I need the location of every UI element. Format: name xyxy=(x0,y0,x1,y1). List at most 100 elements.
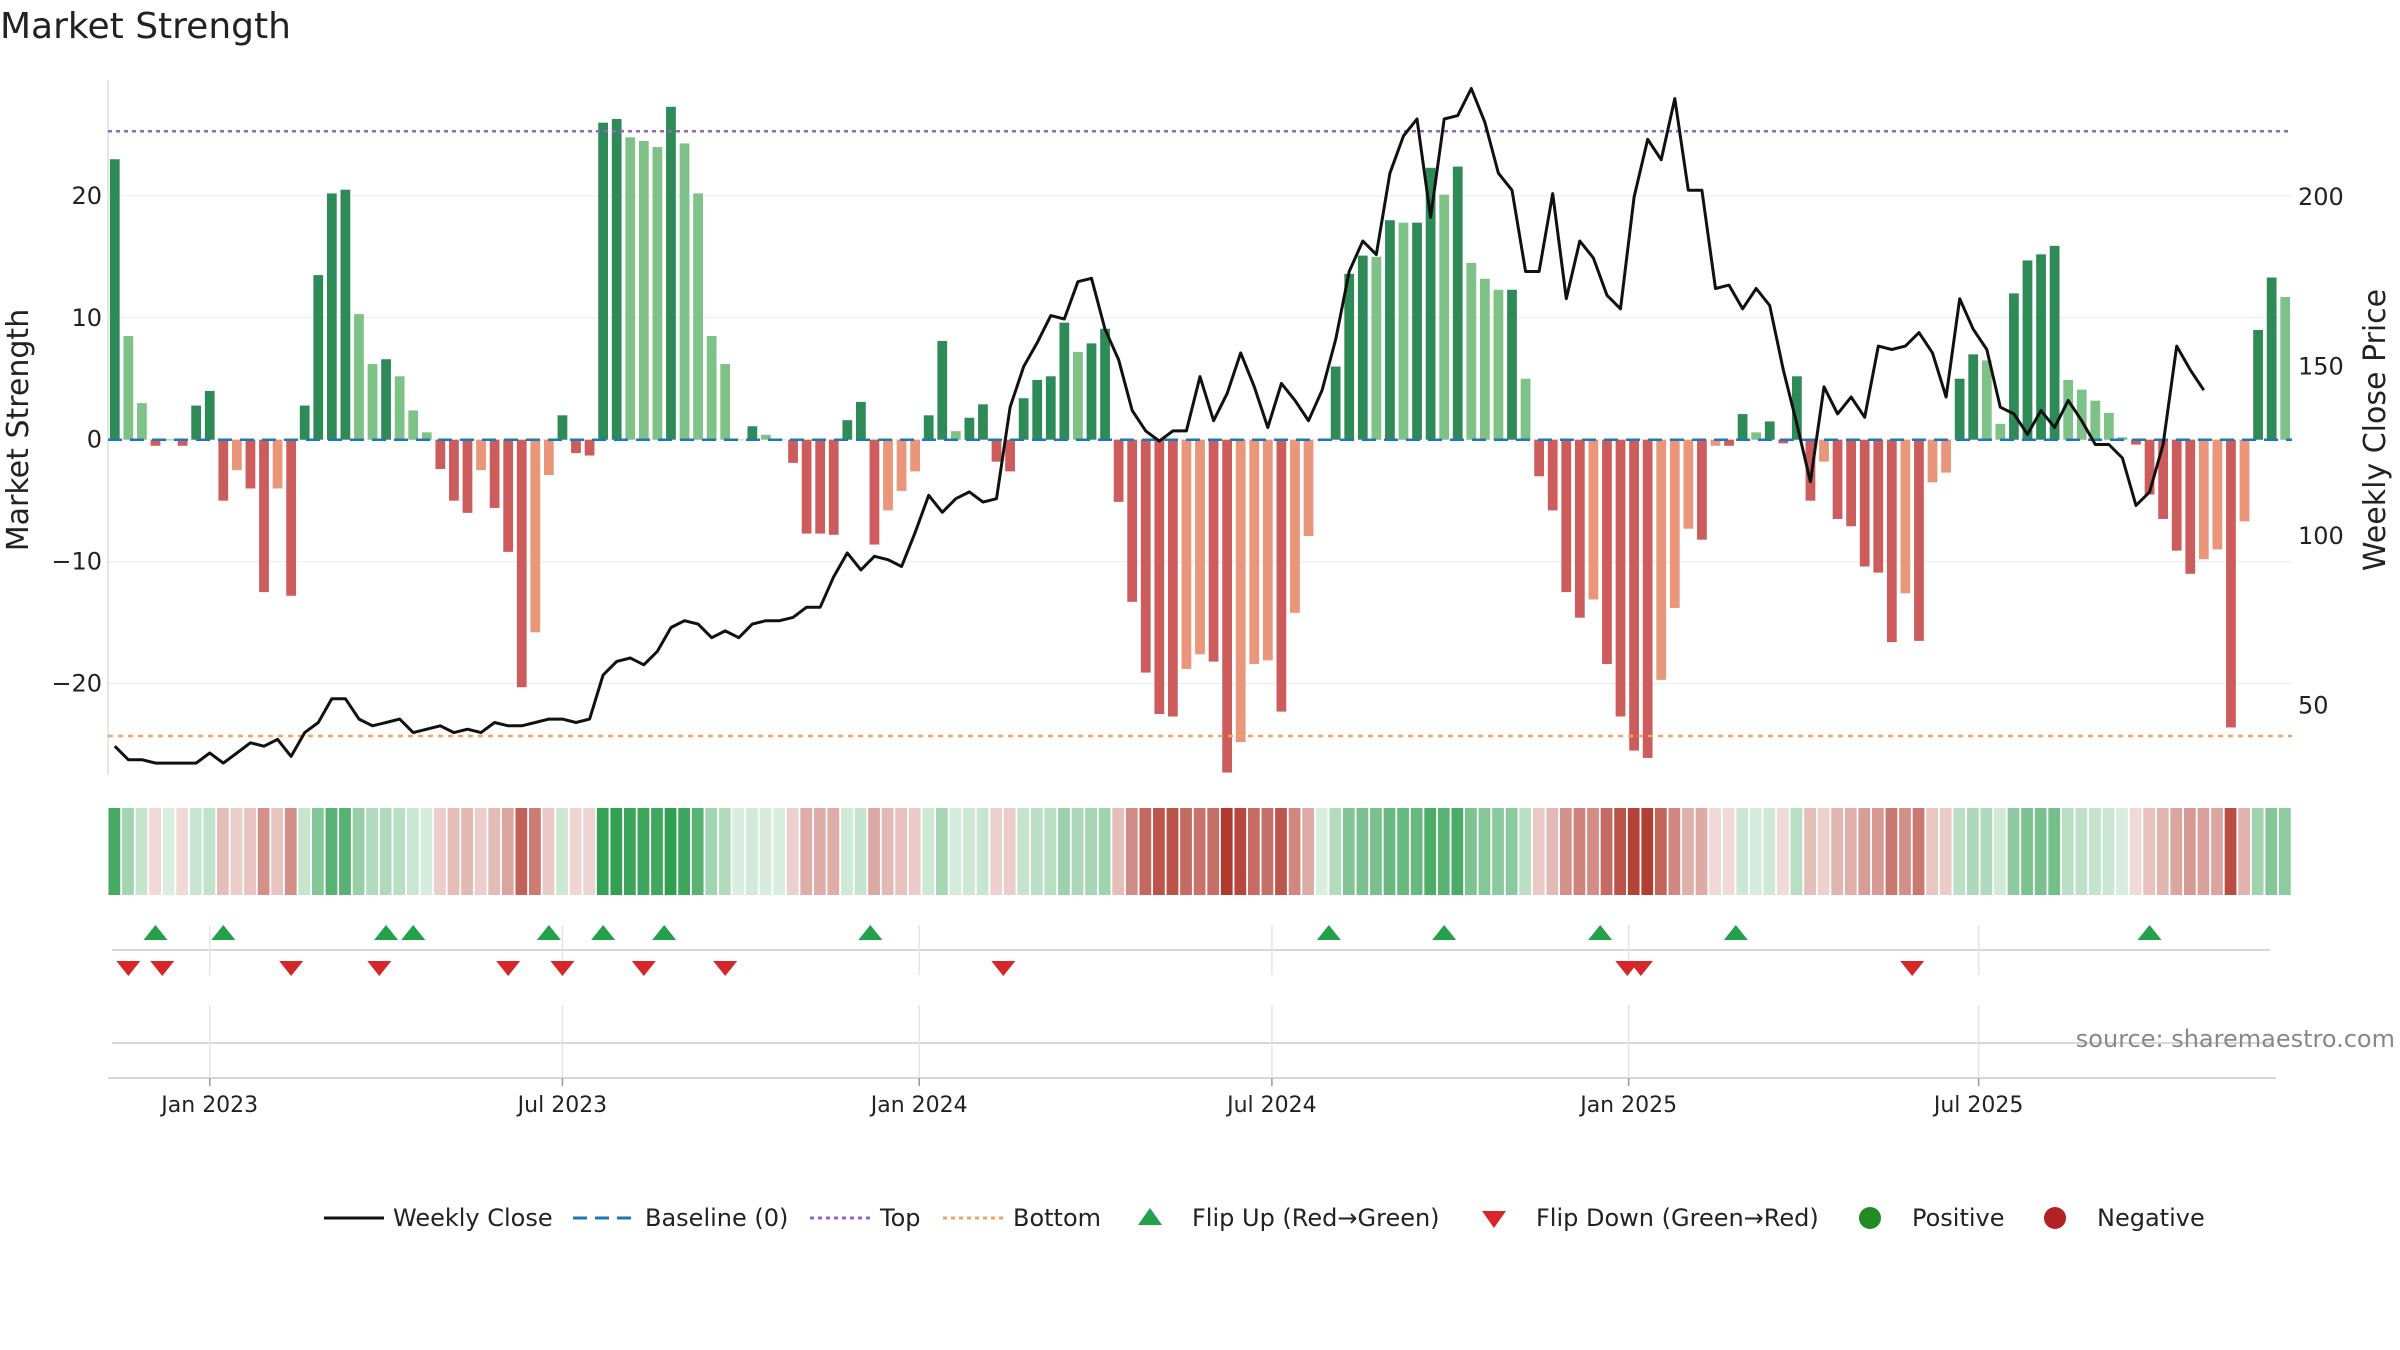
heat-cell xyxy=(474,808,487,895)
strength-bar xyxy=(1710,439,1721,446)
right-tick-label: 150 xyxy=(2298,352,2344,380)
heat-cell xyxy=(976,808,989,895)
strength-bar xyxy=(191,405,202,440)
heat-cell xyxy=(1288,808,1301,895)
weekly-close-line xyxy=(113,87,2206,765)
strength-bar xyxy=(747,426,758,440)
heat-cell xyxy=(1437,808,1450,895)
strength-bar xyxy=(150,439,161,446)
strength-bar xyxy=(2144,439,2155,495)
strength-bar xyxy=(1181,439,1192,669)
heat-cell xyxy=(1492,808,1504,895)
chart-title: Market Strength xyxy=(0,6,291,47)
heat-cell xyxy=(1085,808,1097,895)
strength-bar xyxy=(530,439,541,633)
strength-bar xyxy=(489,439,500,508)
strength-bar xyxy=(1398,222,1409,440)
strength-bar xyxy=(1534,439,1545,477)
strength-bar xyxy=(1032,379,1043,440)
heat-cell xyxy=(149,808,161,895)
strength-bar xyxy=(1045,376,1056,440)
heat-cell xyxy=(1383,808,1396,895)
strength-bar xyxy=(2266,277,2277,440)
strength-bar xyxy=(2185,439,2196,574)
heat-cell xyxy=(1410,808,1423,895)
heat-cell xyxy=(488,808,501,895)
strength-bar xyxy=(2158,439,2169,519)
strength-bar xyxy=(923,415,934,440)
strength-bar xyxy=(231,439,242,471)
heat-cell xyxy=(1939,808,1952,895)
strength-bar xyxy=(2103,412,2114,440)
heat-cell xyxy=(827,808,840,895)
heat-cell xyxy=(325,808,338,895)
heat-cell xyxy=(135,808,148,895)
strength-bar xyxy=(937,340,948,440)
strength-bar xyxy=(1697,439,1707,540)
legend-label: Weekly Close xyxy=(393,1204,553,1232)
heat-cell xyxy=(2143,808,2156,895)
heat-cell xyxy=(773,808,785,895)
strength-bar xyxy=(1303,439,1314,537)
heat-cell xyxy=(366,808,379,895)
strength-bar xyxy=(1113,439,1124,502)
strength-bar xyxy=(2198,439,2209,560)
heat-cell xyxy=(122,808,134,895)
heat-cell xyxy=(2129,808,2142,895)
heat-cell xyxy=(2238,808,2251,895)
heat-cell xyxy=(2251,808,2264,895)
strength-bar xyxy=(340,189,351,440)
strength-bar xyxy=(883,439,893,511)
heat-cell xyxy=(1030,808,1043,895)
flip-down-marker xyxy=(991,961,1016,976)
heat-cell xyxy=(2211,808,2223,895)
strength-bar xyxy=(1452,166,1463,440)
heat-cell xyxy=(718,808,731,895)
strength-bar xyxy=(1561,439,1572,593)
flip-down-marker xyxy=(1900,961,1925,976)
strength-bar xyxy=(2226,439,2236,728)
heat-cell xyxy=(271,808,284,895)
heat-cell xyxy=(678,808,691,895)
heat-cell xyxy=(1966,808,1979,895)
heat-cell xyxy=(1451,808,1464,895)
strength-bar xyxy=(1466,262,1477,440)
heat-cell xyxy=(2224,808,2237,895)
strength-bar xyxy=(1846,439,1857,527)
strength-bar xyxy=(218,439,229,501)
x-tick-label: Jul 2025 xyxy=(1932,1093,2024,1118)
heat-cell xyxy=(434,808,446,895)
strength-bar xyxy=(1520,378,1531,440)
heat-cell xyxy=(257,808,270,895)
strength-bar xyxy=(2076,389,2087,440)
strength-bar xyxy=(1995,423,2006,440)
strength-bar xyxy=(1547,439,1558,511)
heat-cell xyxy=(651,808,663,895)
heat-cell xyxy=(1912,808,1925,895)
strength-bar xyxy=(598,122,609,440)
strength-bar xyxy=(1859,439,1870,567)
reference-lines xyxy=(108,129,2292,738)
heat-cell xyxy=(542,808,555,895)
heat-cell xyxy=(1342,808,1355,895)
strength-bar xyxy=(1683,439,1694,529)
legend-label: Negative xyxy=(2097,1204,2205,1232)
heat-cell xyxy=(854,808,867,895)
strength-bar xyxy=(1385,220,1395,440)
heat-cell xyxy=(2116,808,2128,895)
strength-bar xyxy=(788,439,798,463)
heat-cell xyxy=(868,808,880,895)
heat-cell xyxy=(339,808,351,895)
strength-bar xyxy=(543,439,554,476)
strength-bar xyxy=(1208,439,1219,662)
heat-cell xyxy=(393,808,406,895)
left-tick-label: −10 xyxy=(51,548,102,576)
y-axis-right-label: Weekly Close Price xyxy=(2358,289,2393,571)
strength-bar xyxy=(1276,439,1287,712)
heat-cell xyxy=(189,808,202,895)
strength-bar xyxy=(679,143,690,440)
heat-cell xyxy=(244,808,256,895)
legend-label: Bottom xyxy=(1013,1204,1101,1232)
strength-bar xyxy=(1615,439,1626,717)
strength-bar xyxy=(2280,297,2291,440)
